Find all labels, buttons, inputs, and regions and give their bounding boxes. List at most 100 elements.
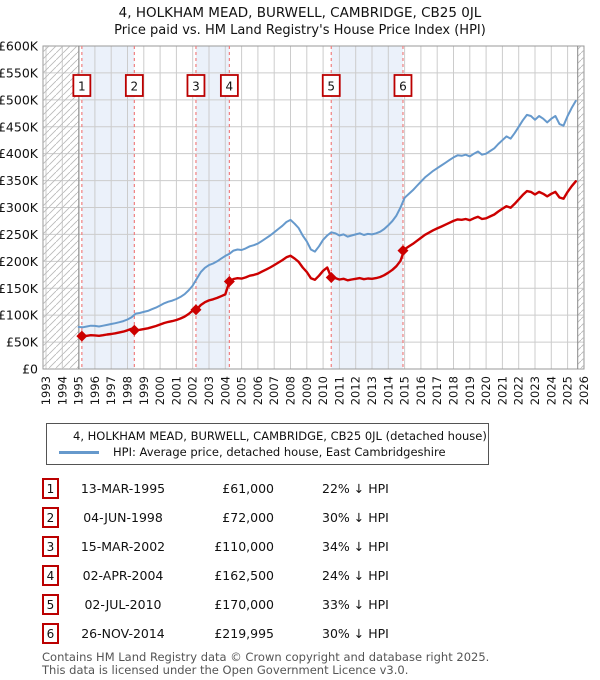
svg-text:1996: 1996: [88, 376, 102, 405]
sale-date: 13-MAR-1995: [80, 481, 166, 496]
sale-date: 02-JUL-2010: [84, 597, 162, 612]
svg-text:2025: 2025: [561, 376, 575, 405]
svg-text:£550K: £550K: [0, 65, 39, 80]
price-chart: 1 2 3 4 5 6 £0 £50K £100K £150K £200K £250K £300K £35…: [0, 39, 591, 405]
svg-text:£500K: £500K: [0, 92, 39, 107]
svg-text:2000: 2000: [153, 376, 167, 405]
sale-price: £219,995: [214, 626, 274, 641]
svg-text:1995: 1995: [72, 376, 86, 405]
sale-hpi-delta: 24% ↓ HPI: [322, 568, 389, 583]
svg-text:2018: 2018: [447, 376, 461, 405]
svg-text:1993: 1993: [39, 376, 53, 405]
sale-hpi-delta: 22% ↓ HPI: [322, 481, 389, 496]
table-row: 1 13-MAR-1995 £61,000 22% ↓ HPI: [42, 474, 600, 503]
svg-text:2001: 2001: [169, 376, 183, 405]
chart-title-block: 4, HOLKHAM MEAD, BURWELL, CAMBRIDGE, CB2…: [0, 0, 600, 39]
svg-text:2004: 2004: [218, 376, 232, 405]
table-row: 3 15-MAR-2002 £110,000 34% ↓ HPI: [42, 532, 600, 561]
svg-text:2011: 2011: [332, 376, 346, 405]
legend-row-hpi: HPI: Average price, detached house, East…: [53, 444, 482, 460]
svg-text:2006: 2006: [251, 376, 265, 405]
svg-text:2009: 2009: [300, 376, 314, 405]
sale-price: £162,500: [214, 568, 274, 583]
svg-text:1998: 1998: [121, 376, 135, 405]
svg-text:2017: 2017: [430, 376, 444, 405]
svg-text:2003: 2003: [202, 376, 216, 405]
svg-text:£200K: £200K: [0, 254, 39, 269]
sale-number-badge: 4: [42, 565, 59, 586]
svg-text:2008: 2008: [284, 376, 298, 405]
svg-text:2021: 2021: [495, 376, 509, 405]
sale-number-badge: 6: [42, 623, 59, 644]
svg-text:2002: 2002: [186, 376, 200, 405]
svg-text:2015: 2015: [398, 376, 412, 405]
svg-text:2013: 2013: [365, 376, 379, 405]
svg-text:1997: 1997: [104, 376, 118, 405]
svg-text:1999: 1999: [137, 376, 151, 405]
sale-number-badge: 5: [42, 594, 59, 615]
svg-text:£400K: £400K: [0, 146, 39, 161]
x-axis-labels: 1993 1994 1995 1996 1997 1998 1999 2000 2001 2002…: [39, 376, 591, 405]
sale-markers: [76, 245, 409, 342]
svg-text:£150K: £150K: [0, 281, 39, 296]
svg-text:2026: 2026: [577, 376, 591, 405]
sale-number-badge: 2: [42, 507, 59, 528]
svg-text:2020: 2020: [479, 376, 493, 405]
svg-text:2010: 2010: [316, 376, 330, 405]
sale-number-badge: 3: [42, 536, 59, 557]
sale-date: 26-NOV-2014: [81, 626, 165, 641]
legend-label-hpi: HPI: Average price, detached house, East…: [113, 445, 446, 459]
svg-text:£0: £0: [22, 362, 38, 377]
price-paid-line: [81, 180, 577, 338]
sale-date: 04-JUN-1998: [83, 510, 163, 525]
svg-text:£100K: £100K: [0, 308, 39, 323]
svg-text:£350K: £350K: [0, 173, 39, 188]
svg-text:2: 2: [131, 80, 139, 94]
table-row: 6 26-NOV-2014 £219,995 30% ↓ HPI: [42, 619, 600, 648]
attribution-footer: Contains HM Land Registry data © Crown c…: [42, 651, 600, 677]
table-row: 4 02-APR-2004 £162,500 24% ↓ HPI: [42, 561, 600, 590]
svg-text:2007: 2007: [267, 376, 281, 405]
hpi-line-swatch: [59, 450, 99, 454]
svg-text:5: 5: [327, 80, 335, 94]
svg-text:£450K: £450K: [0, 119, 39, 134]
page-title: 4, HOLKHAM MEAD, BURWELL, CAMBRIDGE, CB2…: [118, 5, 482, 21]
footer-line-2: This data is licensed under the Open Gov…: [42, 663, 409, 677]
y-axis-labels: £0 £50K £100K £150K £200K £250K £300K £350K £400…: [0, 39, 39, 377]
hpi-line: [77, 99, 577, 329]
sale-price: £61,000: [222, 481, 274, 496]
svg-text:2012: 2012: [349, 376, 363, 405]
svg-text:1994: 1994: [55, 376, 69, 405]
sale-hpi-delta: 30% ↓ HPI: [322, 626, 389, 641]
svg-text:4: 4: [226, 80, 234, 94]
sale-hpi-delta: 34% ↓ HPI: [322, 539, 389, 554]
sale-date: 02-APR-2004: [82, 568, 164, 583]
page-subtitle: Price paid vs. HM Land Registry's House …: [114, 23, 486, 38]
chart-legend: 4, HOLKHAM MEAD, BURWELL, CAMBRIDGE, CB2…: [46, 423, 489, 465]
svg-text:2022: 2022: [512, 376, 526, 405]
sale-number-badge: 1: [42, 478, 59, 499]
svg-text:2005: 2005: [235, 376, 249, 405]
svg-text:£50K: £50K: [6, 335, 39, 350]
svg-text:£600K: £600K: [0, 39, 39, 54]
svg-text:2016: 2016: [414, 376, 428, 405]
sale-price: £110,000: [214, 539, 274, 554]
svg-text:1: 1: [78, 80, 86, 94]
sale-hpi-delta: 30% ↓ HPI: [322, 510, 389, 525]
sale-hpi-delta: 33% ↓ HPI: [322, 597, 389, 612]
svg-text:6: 6: [399, 80, 407, 94]
svg-text:2023: 2023: [528, 376, 542, 405]
svg-text:£300K: £300K: [0, 200, 39, 215]
sale-price: £170,000: [214, 597, 274, 612]
legend-label-price-paid: 4, HOLKHAM MEAD, BURWELL, CAMBRIDGE, CB2…: [73, 429, 487, 443]
legend-row-price-paid: 4, HOLKHAM MEAD, BURWELL, CAMBRIDGE, CB2…: [53, 428, 487, 444]
sales-table: 1 13-MAR-1995 £61,000 22% ↓ HPI 2 04-JUN-1998…: [42, 474, 600, 648]
svg-text:2019: 2019: [463, 376, 477, 405]
svg-text:£250K: £250K: [0, 227, 39, 242]
footer-line-1: Contains HM Land Registry data © Crown c…: [42, 650, 490, 664]
table-row: 2 04-JUN-1998 £72,000 30% ↓ HPI: [42, 503, 600, 532]
sale-number-boxes: 1 2 3 4 5 6: [72, 74, 413, 97]
svg-text:2024: 2024: [544, 376, 558, 405]
table-row: 5 02-JUL-2010 £170,000 33% ↓ HPI: [42, 590, 600, 619]
sale-price: £72,000: [222, 510, 274, 525]
